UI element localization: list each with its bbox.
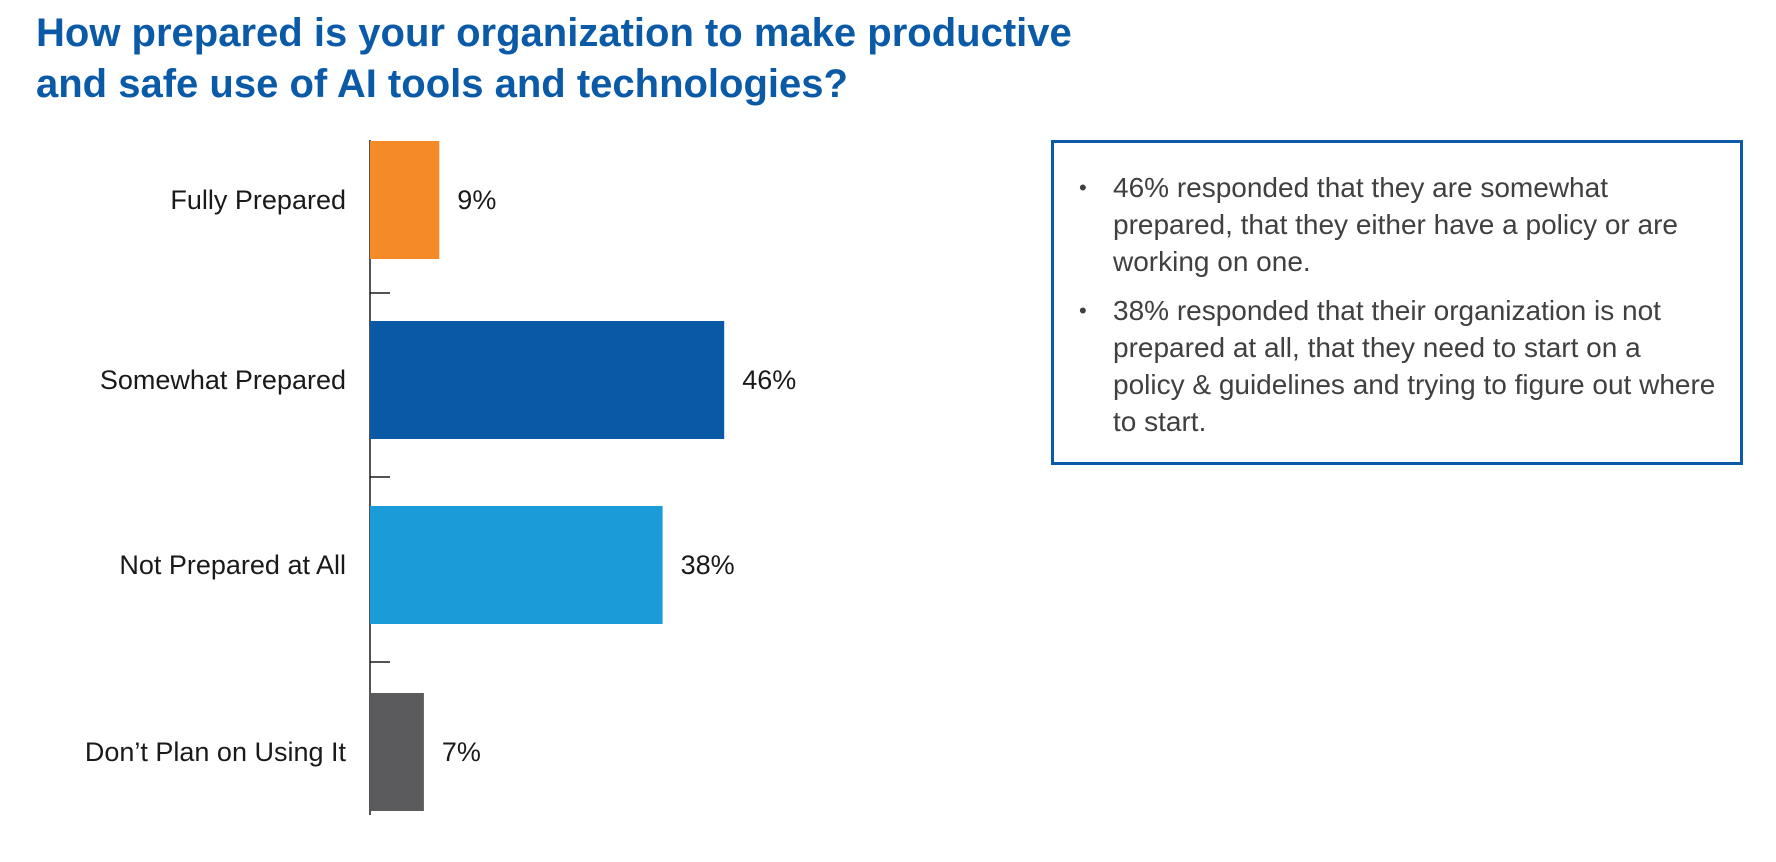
summary-item-text: 38% responded that their organization is… [1113, 295, 1716, 437]
summary-callout-box: • 46% responded that they are somewhat p… [1051, 140, 1743, 465]
summary-list: • 46% responded that they are somewhat p… [1079, 169, 1720, 440]
chart-title-line-1: How prepared is your organization to mak… [36, 11, 1072, 55]
summary-item-1: • 46% responded that they are somewhat p… [1079, 169, 1720, 280]
category-label: Not Prepared at All [119, 550, 346, 580]
bullet-icon: • [1079, 298, 1087, 323]
category-label: Don’t Plan on Using It [85, 737, 347, 767]
value-label: 46% [742, 365, 796, 395]
bar [370, 141, 440, 259]
value-label: 38% [681, 550, 735, 580]
bar-chart: Fully Prepared 9% Somewhat Prepared 46% Not … [85, 140, 796, 815]
summary-item-2: • 38% responded that their organization … [1079, 292, 1720, 440]
value-label: 9% [457, 185, 496, 215]
category-label: Somewhat Prepared [100, 365, 346, 395]
bar [370, 693, 424, 811]
chart-title: How prepared is your organization to mak… [36, 8, 1072, 110]
category-label: Fully Prepared [170, 185, 346, 215]
value-label: 7% [442, 737, 481, 767]
bar [370, 506, 663, 624]
chart-title-line-2: and safe use of AI tools and technologie… [36, 62, 848, 106]
bullet-icon: • [1079, 175, 1087, 200]
bar [370, 321, 725, 439]
summary-item-text: 46% responded that they are somewhat pre… [1113, 172, 1679, 277]
